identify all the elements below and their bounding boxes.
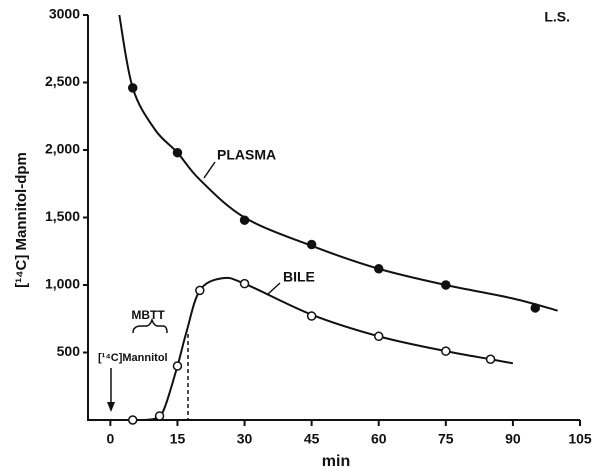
series-label: PLASMA xyxy=(217,147,276,163)
x-tick-label: 30 xyxy=(237,431,253,447)
x-tick-label: 0 xyxy=(106,431,114,447)
y-tick-label: 3000 xyxy=(49,6,80,22)
data-point xyxy=(373,264,384,274)
data-point xyxy=(530,303,541,313)
fit-curve xyxy=(132,276,514,421)
mbtt-label: MBTT xyxy=(131,308,165,322)
data-point xyxy=(239,215,250,225)
x-tick-label: 15 xyxy=(170,431,186,447)
data-point xyxy=(485,354,496,364)
series-label: BILE xyxy=(283,269,315,285)
x-axis-label: min xyxy=(322,453,350,470)
data-point xyxy=(373,331,384,342)
data-point xyxy=(195,285,205,296)
bile-leader xyxy=(267,282,281,295)
data-point xyxy=(239,278,250,289)
x-tick-label: 45 xyxy=(304,431,320,447)
data-point xyxy=(441,280,451,290)
data-point xyxy=(306,239,317,250)
data-point xyxy=(441,346,451,356)
data-point xyxy=(127,415,138,425)
y-tick-label: 2,000 xyxy=(45,141,80,157)
x-tick-label: 75 xyxy=(438,431,454,447)
y-tick-label: 500 xyxy=(57,343,81,359)
mbtt-brace xyxy=(132,317,168,334)
data-point xyxy=(306,311,317,321)
y-tick-label: 1,500 xyxy=(45,208,80,224)
data-point xyxy=(127,83,138,93)
y-axis-label: [¹⁴C] Mannitol-dpm xyxy=(13,152,30,288)
y-tick-label: 2,500 xyxy=(45,73,80,89)
plasma-leader xyxy=(203,161,216,179)
fit-curve xyxy=(118,14,558,312)
data-point xyxy=(154,411,165,421)
arrow-head xyxy=(107,402,115,412)
injection-label: [¹⁴C]Mannitol xyxy=(98,352,168,364)
data-point xyxy=(172,361,183,371)
x-tick-label: 90 xyxy=(505,431,521,447)
data-point xyxy=(172,147,183,158)
corner-label: L.S. xyxy=(544,9,570,25)
y-tick-label: 1,000 xyxy=(45,276,80,292)
x-tick-label: 105 xyxy=(568,431,592,447)
x-tick-label: 60 xyxy=(371,431,387,447)
